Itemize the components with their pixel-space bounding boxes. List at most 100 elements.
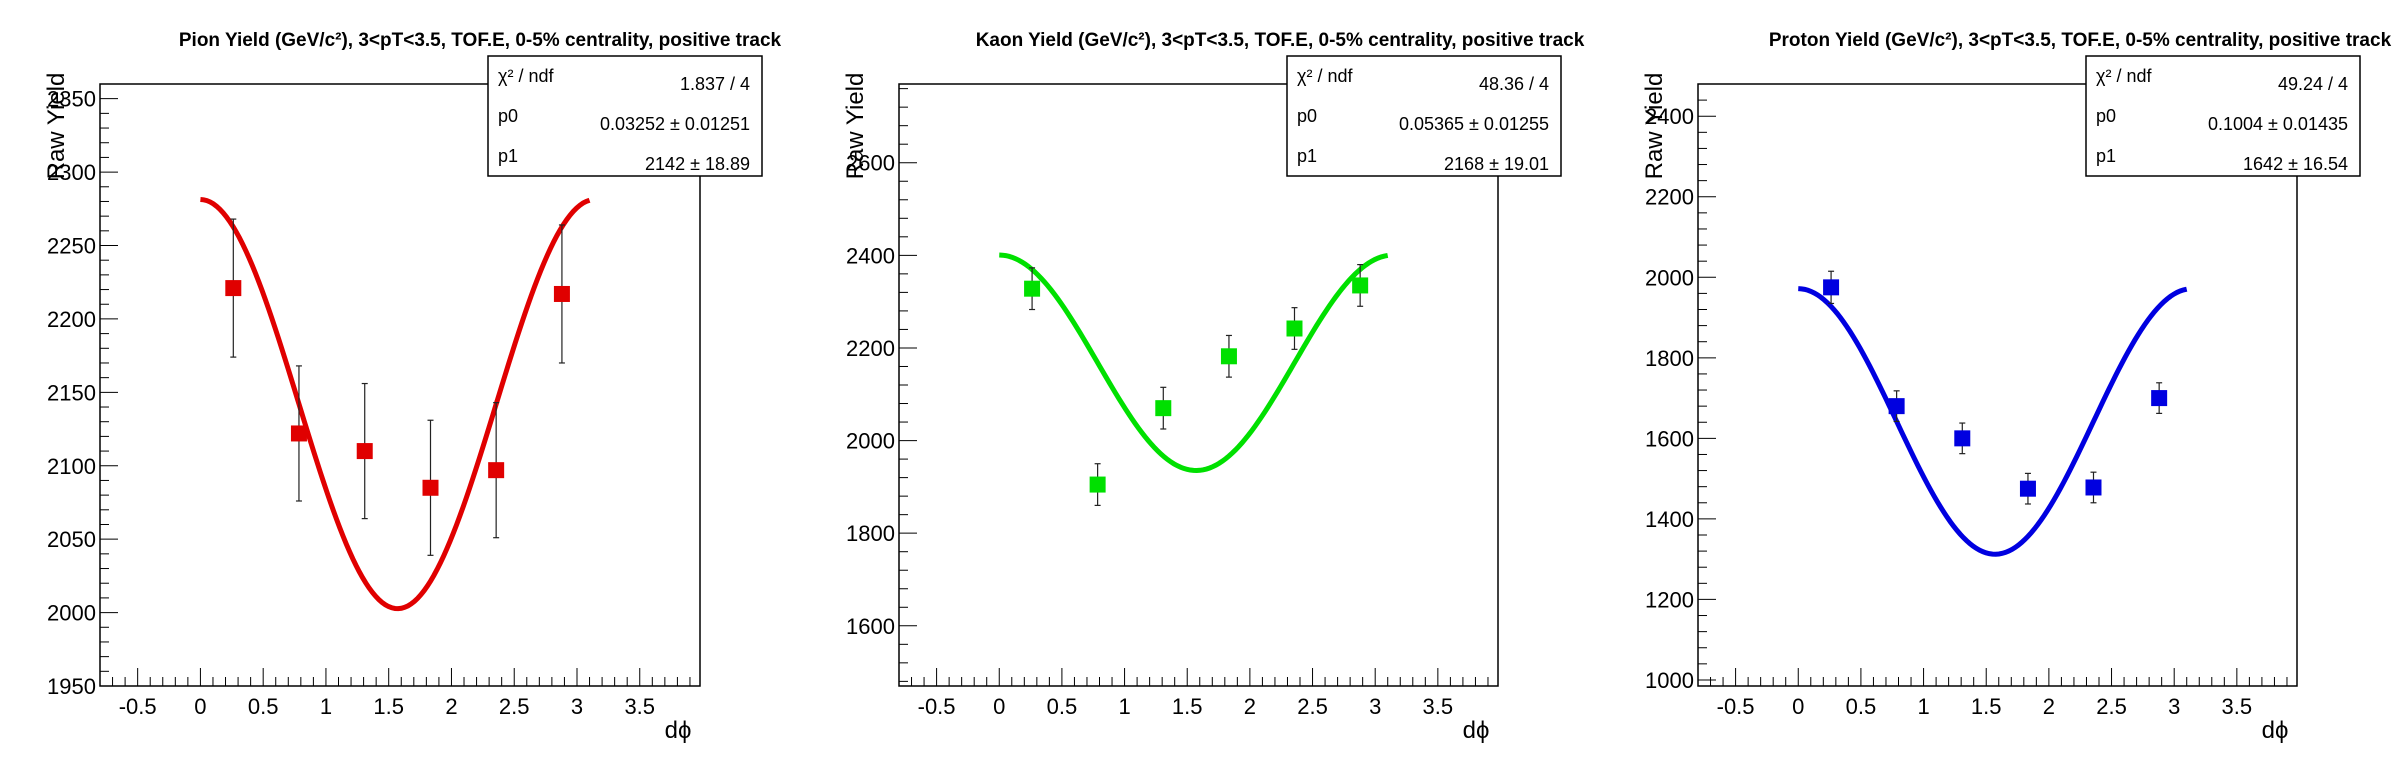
- x-axis-label: dϕ: [2262, 717, 2289, 744]
- x-tick-label: 3.5: [1423, 694, 1454, 719]
- x-tick-label: 1: [1917, 694, 1929, 719]
- stats-label: χ² / ndf: [1297, 66, 1353, 86]
- y-tick-label: 2000: [846, 429, 895, 454]
- stats-box: [2085, 55, 2361, 177]
- stats-value: 0.03252 ± 0.01251: [600, 114, 750, 134]
- y-tick-label: 1200: [1645, 587, 1694, 612]
- y-tick-label: 1600: [846, 614, 895, 639]
- chart-panel-1: Pion Yield (GeV/c²), 3<pT<3.5, TOF.E, 0-…: [43, 30, 782, 744]
- y-axis-label: Raw Yield: [842, 73, 869, 180]
- y-tick-label: 2050: [47, 527, 96, 552]
- stats-box: [487, 55, 763, 177]
- x-tick-label: 1: [320, 694, 332, 719]
- stats-value: 1642 ± 16.54: [2243, 154, 2348, 174]
- x-tick-label: 0: [194, 694, 206, 719]
- y-tick-label: 2200: [846, 336, 895, 361]
- y-tick-label: 1000: [1645, 668, 1694, 693]
- y-tick-label: 2600: [846, 151, 895, 176]
- data-point: [290, 425, 307, 442]
- y-tick-label: 1950: [47, 674, 96, 699]
- x-tick-label: 2.5: [1297, 694, 1328, 719]
- stats-value: 48.36 / 4: [1479, 74, 1549, 94]
- stats-value: 49.24 / 4: [2278, 74, 2348, 94]
- y-tick-label: 2250: [47, 234, 96, 259]
- x-tick-label: 0.5: [248, 694, 279, 719]
- x-tick-label: 3.5: [624, 694, 655, 719]
- chart-title: Proton Yield (GeV/c²), 3<pT<3.5, TOF.E, …: [1769, 30, 2392, 51]
- y-tick-label: 2000: [47, 601, 96, 626]
- data-point: [2085, 479, 2102, 496]
- y-tick-label: 1400: [1645, 507, 1694, 532]
- data-point: [2151, 390, 2168, 407]
- fit-curve: [200, 197, 591, 612]
- x-tick-label: 1.5: [373, 694, 404, 719]
- stats-label: p1: [1297, 146, 1317, 166]
- data-point: [1352, 277, 1369, 294]
- data-point: [553, 285, 570, 302]
- stats-label: p0: [498, 106, 518, 126]
- stats-box: [1286, 55, 1562, 177]
- x-tick-label: 2: [1244, 694, 1256, 719]
- y-tick-label: 2000: [1645, 265, 1694, 290]
- x-tick-label: 2.5: [2096, 694, 2127, 719]
- y-tick-label: 2400: [1645, 104, 1694, 129]
- data-point: [1823, 279, 1840, 296]
- x-tick-label: 3: [2168, 694, 2180, 719]
- y-axis-label: Raw Yield: [1641, 73, 1668, 180]
- data-point: [225, 280, 242, 297]
- data-point: [356, 443, 373, 460]
- y-tick-label: 2150: [47, 380, 96, 405]
- plot-frame: [99, 83, 701, 687]
- fit-curve: [1798, 286, 2188, 557]
- x-tick-label: 0: [993, 694, 1005, 719]
- x-tick-label: -0.5: [918, 694, 956, 719]
- stats-label: p0: [1297, 106, 1317, 126]
- x-tick-label: 3: [1369, 694, 1381, 719]
- y-axis-label: Raw Yield: [43, 73, 70, 180]
- chart-title: Kaon Yield (GeV/c²), 3<pT<3.5, TOF.E, 0-…: [976, 30, 1585, 51]
- data-point: [1024, 280, 1041, 297]
- stats-label: χ² / ndf: [498, 66, 554, 86]
- y-tick-label: 2350: [47, 87, 96, 112]
- data-point: [1286, 320, 1303, 337]
- stats-value: 1.837 / 4: [680, 74, 750, 94]
- x-tick-label: 1.5: [1172, 694, 1203, 719]
- data-point: [1888, 398, 1905, 415]
- data-point: [2019, 480, 2036, 497]
- data-point: [1954, 430, 1971, 447]
- stats-value: 0.05365 ± 0.01255: [1399, 114, 1549, 134]
- x-axis-label: dϕ: [665, 717, 692, 744]
- y-tick-label: 2200: [47, 307, 96, 332]
- stats-value: 2168 ± 19.01: [1444, 154, 1549, 174]
- x-tick-label: 3: [571, 694, 583, 719]
- y-tick-label: 1600: [1645, 426, 1694, 451]
- y-tick-label: 2300: [47, 160, 96, 185]
- stats-value: 0.1004 ± 0.01435: [2208, 114, 2348, 134]
- chart-panel-2: Kaon Yield (GeV/c²), 3<pT<3.5, TOF.E, 0-…: [842, 30, 1585, 744]
- x-tick-label: 0: [1792, 694, 1804, 719]
- data-point: [422, 479, 439, 496]
- data-point: [488, 462, 505, 479]
- x-tick-label: -0.5: [119, 694, 157, 719]
- data-point: [1155, 400, 1172, 417]
- stats-label: p1: [2096, 146, 2116, 166]
- stats-label: χ² / ndf: [2096, 66, 2152, 86]
- x-axis-label: dϕ: [1463, 717, 1490, 744]
- plot-frame: [1697, 83, 2298, 687]
- y-tick-label: 2400: [846, 243, 895, 268]
- stats-label: p0: [2096, 106, 2116, 126]
- y-tick-label: 1800: [1645, 346, 1694, 371]
- x-tick-label: 1.5: [1971, 694, 2002, 719]
- x-tick-label: 2.5: [499, 694, 530, 719]
- y-tick-label: 2100: [47, 454, 96, 479]
- x-tick-label: 0.5: [1846, 694, 1877, 719]
- chart-panel-3: Proton Yield (GeV/c²), 3<pT<3.5, TOF.E, …: [1641, 30, 2392, 744]
- stats-value: 2142 ± 18.89: [645, 154, 750, 174]
- x-tick-label: 1: [1118, 694, 1130, 719]
- chart-title: Pion Yield (GeV/c²), 3<pT<3.5, TOF.E, 0-…: [179, 30, 782, 51]
- x-tick-label: -0.5: [1717, 694, 1755, 719]
- fit-curve: [999, 252, 1389, 473]
- x-tick-label: 0.5: [1047, 694, 1078, 719]
- stats-label: p1: [498, 146, 518, 166]
